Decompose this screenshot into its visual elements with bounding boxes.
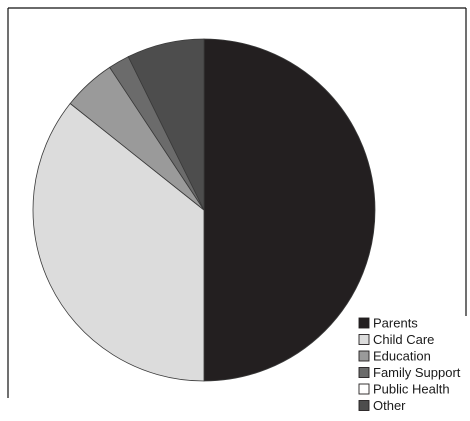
legend-label-education: Education xyxy=(373,349,431,364)
legend-swatch-public-health xyxy=(358,383,370,395)
legend-swatch-child-care xyxy=(358,334,370,345)
pie-slice-child-care xyxy=(32,102,205,382)
pie-slices xyxy=(32,38,376,382)
legend-label-other: Other xyxy=(373,398,406,413)
legend-swatch-education xyxy=(358,350,370,362)
pie-slice-other xyxy=(127,38,205,211)
legend-swatch-other xyxy=(358,400,370,411)
legend-swatch-family-support xyxy=(358,367,370,378)
legend-swatch-parents xyxy=(358,317,370,329)
legend-label-child-care: Child Care xyxy=(373,332,434,347)
pie-slice-parents xyxy=(203,38,376,382)
legend-label-family-support: Family Support xyxy=(373,365,461,380)
legend-label-public-health: Public Health xyxy=(373,382,450,397)
legend-label-parents: Parents xyxy=(373,316,418,331)
